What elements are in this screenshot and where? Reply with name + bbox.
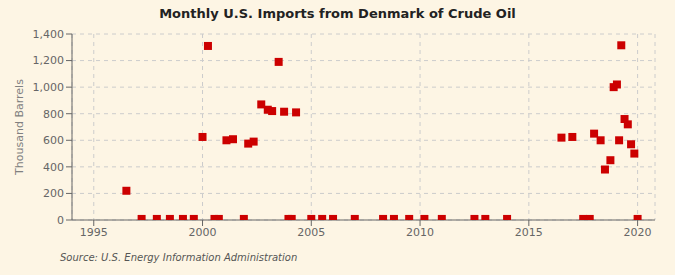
svg-text:1,400: 1,400: [33, 28, 65, 41]
svg-text:2005: 2005: [297, 226, 325, 239]
svg-text:Thousand Barrels: Thousand Barrels: [13, 79, 26, 176]
svg-text:1995: 1995: [80, 226, 108, 239]
svg-text:0: 0: [57, 214, 64, 227]
svg-text:200: 200: [43, 187, 64, 200]
html-text:Source: U.S. Energy Informatio: Source: U.S. Energy Information Administ…: [60, 252, 298, 263]
svg-text:800: 800: [43, 108, 64, 121]
svg-text:2015: 2015: [515, 226, 543, 239]
svg-text:1,200: 1,200: [33, 54, 65, 67]
svg-text:1,000: 1,000: [33, 81, 65, 94]
html-text:Monthly U.S. Imports from Denm: Monthly U.S. Imports from Denmark of Cru…: [159, 6, 516, 21]
svg-text:2020: 2020: [624, 226, 652, 239]
svg-text:2010: 2010: [406, 226, 434, 239]
svg-text:400: 400: [43, 161, 64, 174]
svg-text:600: 600: [43, 134, 64, 147]
svg-text:2000: 2000: [189, 226, 217, 239]
